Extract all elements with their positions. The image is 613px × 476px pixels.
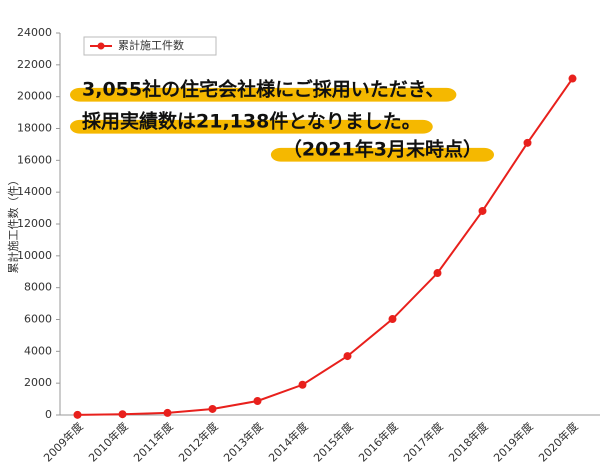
y-tick-label: 0 bbox=[45, 408, 52, 421]
x-tick-label: 2011年度 bbox=[130, 419, 175, 464]
annotation-highlight bbox=[270, 147, 494, 162]
y-tick-label: 24000 bbox=[17, 26, 52, 39]
x-tick-label: 2012年度 bbox=[175, 419, 220, 464]
point bbox=[478, 206, 487, 215]
legend-label: 累計施工件数 bbox=[118, 38, 184, 52]
annotation: 採用実績数は21,138件となりました。 bbox=[70, 110, 433, 134]
x-tick-label: 2014年度 bbox=[265, 419, 310, 464]
x-tick-label: 2018年度 bbox=[445, 419, 490, 464]
y-tick-label: 8000 bbox=[24, 281, 52, 294]
annotation: （2021年3月末時点） bbox=[270, 138, 494, 162]
y-tick-label: 14000 bbox=[17, 185, 52, 198]
y-tick-label: 2000 bbox=[24, 376, 52, 389]
y-tick-label: 10000 bbox=[17, 249, 52, 262]
point bbox=[298, 380, 307, 389]
point bbox=[523, 138, 532, 147]
point bbox=[568, 74, 577, 83]
x-tick-label: 2020年度 bbox=[535, 419, 580, 464]
point bbox=[73, 410, 82, 419]
x-tick-label: 2010年度 bbox=[85, 419, 130, 464]
point bbox=[118, 410, 127, 419]
point bbox=[433, 269, 442, 278]
annotation-text: （2021年3月末時点） bbox=[283, 138, 482, 161]
annotation-text: 採用実績数は21,138件となりました。 bbox=[82, 110, 421, 133]
series-line bbox=[77, 77, 574, 416]
annotation-highlight bbox=[70, 119, 433, 134]
point bbox=[388, 315, 397, 324]
point bbox=[163, 408, 172, 417]
y-tick-label: 20000 bbox=[17, 90, 52, 103]
legend-box bbox=[83, 36, 217, 56]
y-tick-label: 22000 bbox=[17, 58, 52, 71]
annotation-text: 3,055社の住宅会社様にご採用いただき、 bbox=[82, 78, 444, 101]
y-tick-label: 18000 bbox=[17, 122, 52, 135]
y-tick-label: 4000 bbox=[24, 344, 52, 357]
x-tick-label: 2016年度 bbox=[355, 419, 400, 464]
point bbox=[343, 352, 352, 361]
x-tick-label: 2013年度 bbox=[220, 419, 265, 464]
point bbox=[253, 396, 262, 405]
y-tick-label: 12000 bbox=[17, 217, 52, 230]
y-tick-label: 6000 bbox=[24, 313, 52, 326]
x-tick-label: 2015年度 bbox=[310, 419, 355, 464]
point bbox=[208, 404, 217, 413]
annotation-highlight bbox=[70, 87, 457, 102]
legend-marker bbox=[97, 42, 105, 50]
x-tick-label: 2019年度 bbox=[490, 419, 535, 464]
y-axis-label: 累計施工件数（件） bbox=[6, 175, 20, 274]
x-tick-label: 2017年度 bbox=[400, 419, 445, 464]
x-tick-label: 2009年度 bbox=[40, 419, 85, 464]
y-tick-label: 16000 bbox=[17, 153, 52, 166]
annotation: 3,055社の住宅会社様にご採用いただき、 bbox=[70, 78, 457, 102]
